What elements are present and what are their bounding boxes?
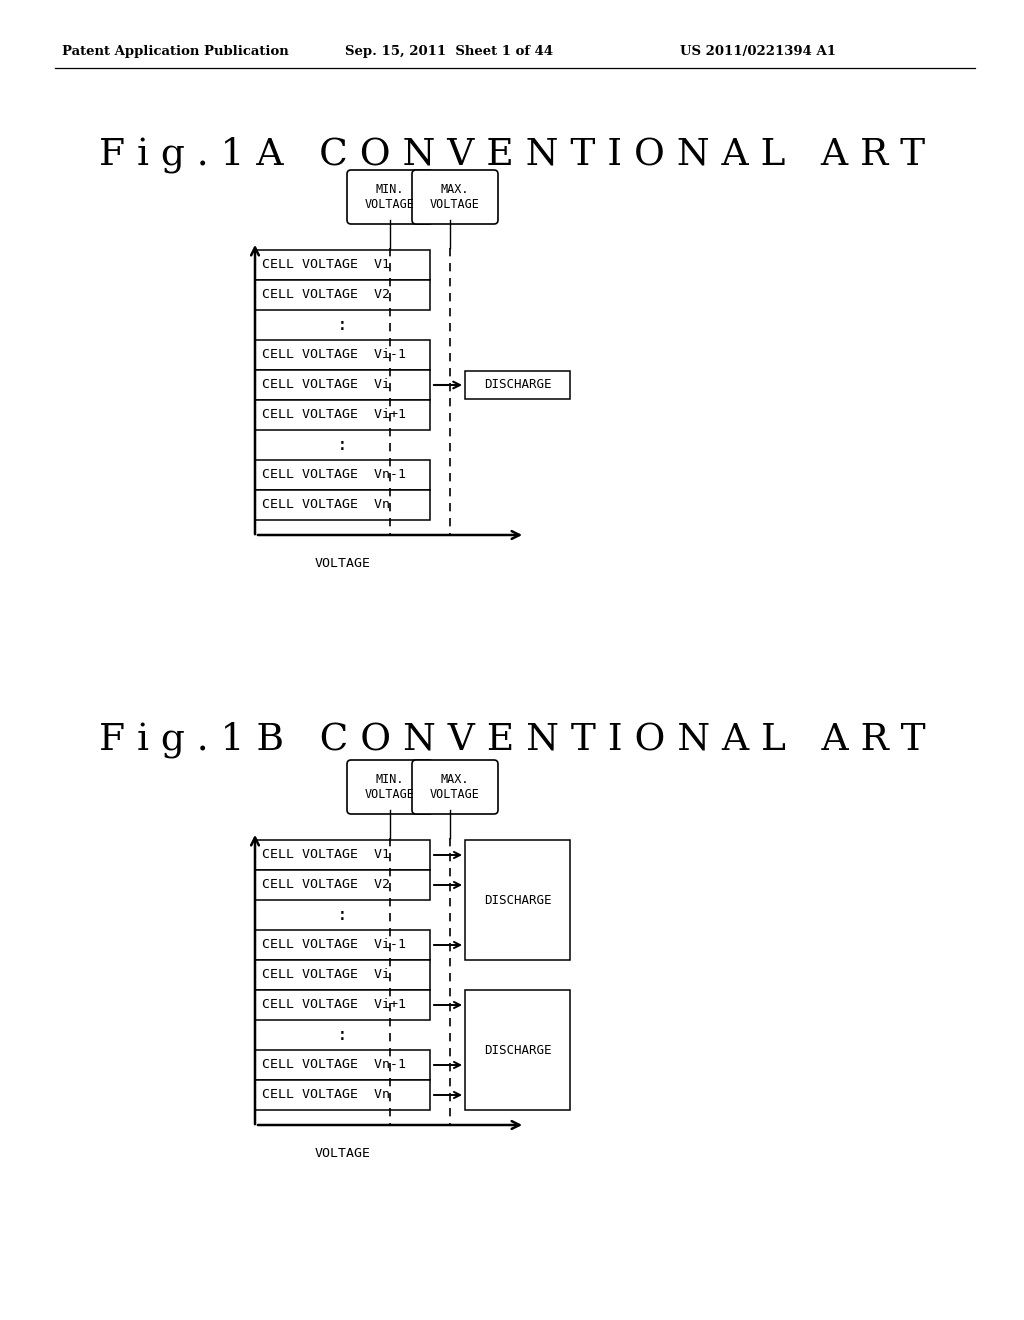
- Bar: [255, 249, 430, 280]
- Text: :: :: [337, 906, 348, 924]
- Bar: [255, 490, 430, 520]
- Text: CELL VOLTAGE  V1: CELL VOLTAGE V1: [262, 849, 390, 862]
- Text: MAX.
VOLTAGE: MAX. VOLTAGE: [430, 183, 480, 211]
- Text: F i g . 1 B   C O N V E N T I O N A L   A R T: F i g . 1 B C O N V E N T I O N A L A R …: [98, 722, 926, 758]
- Text: CELL VOLTAGE  Vi+1: CELL VOLTAGE Vi+1: [262, 408, 406, 421]
- Text: MIN.
VOLTAGE: MIN. VOLTAGE: [366, 774, 415, 801]
- Text: CELL VOLTAGE  Vi-1: CELL VOLTAGE Vi-1: [262, 939, 406, 952]
- Text: CELL VOLTAGE  Vi+1: CELL VOLTAGE Vi+1: [262, 998, 406, 1011]
- FancyBboxPatch shape: [412, 170, 498, 224]
- Text: CELL VOLTAGE  Vi: CELL VOLTAGE Vi: [262, 379, 390, 392]
- Text: CELL VOLTAGE  V2: CELL VOLTAGE V2: [262, 289, 390, 301]
- Bar: [255, 960, 430, 990]
- Bar: [255, 370, 430, 400]
- Text: F i g . 1 A   C O N V E N T I O N A L   A R T: F i g . 1 A C O N V E N T I O N A L A R …: [99, 137, 925, 173]
- Text: :: :: [337, 436, 348, 454]
- Text: :: :: [337, 1026, 348, 1044]
- Bar: [465, 371, 570, 399]
- Text: CELL VOLTAGE  Vn-1: CELL VOLTAGE Vn-1: [262, 1059, 406, 1072]
- Text: CELL VOLTAGE  V1: CELL VOLTAGE V1: [262, 259, 390, 272]
- Bar: [255, 280, 430, 310]
- Bar: [255, 870, 430, 900]
- Text: DISCHARGE: DISCHARGE: [483, 894, 551, 907]
- Text: CELL VOLTAGE  V2: CELL VOLTAGE V2: [262, 879, 390, 891]
- Bar: [465, 990, 570, 1110]
- Text: VOLTAGE: VOLTAGE: [314, 557, 371, 570]
- Text: MAX.
VOLTAGE: MAX. VOLTAGE: [430, 774, 480, 801]
- Bar: [465, 840, 570, 960]
- Text: CELL VOLTAGE  Vn: CELL VOLTAGE Vn: [262, 1089, 390, 1101]
- Bar: [255, 931, 430, 960]
- Text: CELL VOLTAGE  Vi: CELL VOLTAGE Vi: [262, 969, 390, 982]
- Text: CELL VOLTAGE  Vn: CELL VOLTAGE Vn: [262, 499, 390, 511]
- Text: CELL VOLTAGE  Vn-1: CELL VOLTAGE Vn-1: [262, 469, 406, 482]
- Text: US 2011/0221394 A1: US 2011/0221394 A1: [680, 45, 836, 58]
- Text: DISCHARGE: DISCHARGE: [483, 379, 551, 392]
- Bar: [255, 1049, 430, 1080]
- Bar: [255, 840, 430, 870]
- Text: VOLTAGE: VOLTAGE: [314, 1147, 371, 1160]
- Bar: [255, 459, 430, 490]
- FancyBboxPatch shape: [347, 170, 433, 224]
- FancyBboxPatch shape: [412, 760, 498, 814]
- Text: MIN.
VOLTAGE: MIN. VOLTAGE: [366, 183, 415, 211]
- Text: DISCHARGE: DISCHARGE: [483, 1044, 551, 1056]
- Bar: [255, 400, 430, 430]
- Bar: [255, 1080, 430, 1110]
- Bar: [255, 341, 430, 370]
- Text: CELL VOLTAGE  Vi-1: CELL VOLTAGE Vi-1: [262, 348, 406, 362]
- FancyBboxPatch shape: [347, 760, 433, 814]
- Text: :: :: [337, 315, 348, 334]
- Text: Sep. 15, 2011  Sheet 1 of 44: Sep. 15, 2011 Sheet 1 of 44: [345, 45, 553, 58]
- Text: Patent Application Publication: Patent Application Publication: [62, 45, 289, 58]
- Bar: [255, 990, 430, 1020]
